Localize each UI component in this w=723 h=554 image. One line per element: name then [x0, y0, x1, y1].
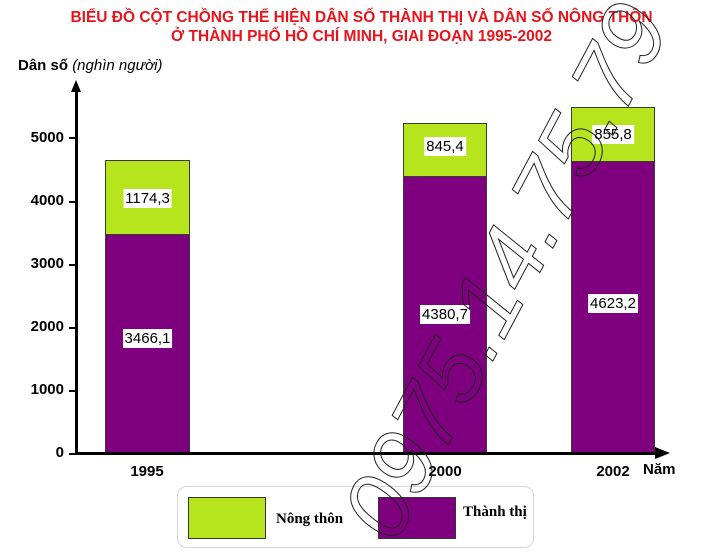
y-axis-label-main: Dân số	[18, 57, 69, 74]
bar-2002: 855,8 4623,2	[571, 107, 655, 453]
x-axis	[75, 452, 655, 455]
bar-segment-thanh-thi-2000: 4380,7	[403, 176, 487, 453]
y-tick-5000: 5000	[30, 129, 64, 146]
x-tick-2002: 2002	[596, 463, 630, 480]
y-tickmark	[69, 264, 76, 266]
legend-label-nong-thon: Nông thôn	[276, 511, 344, 527]
data-label: 1174,3	[123, 189, 172, 208]
y-tickmark	[69, 137, 76, 139]
legend-swatch-thanh-thi	[378, 497, 456, 539]
bar-segment-nong-thon-2002: 855,8	[571, 107, 655, 162]
chart-title-line-2: Ở THÀNH PHỐ HỒ CHÍ MINH, GIAI ĐOẠN 1995-…	[171, 28, 552, 45]
y-axis	[75, 88, 78, 455]
y-tick-0: 0	[55, 444, 64, 461]
y-tickmark	[69, 327, 76, 329]
y-tick-3000: 3000	[30, 255, 64, 272]
y-axis-arrow-icon	[71, 80, 81, 92]
data-label: 4623,2	[588, 294, 638, 313]
y-tick-4000: 4000	[30, 192, 64, 209]
data-label: 845,4	[424, 137, 466, 156]
legend-swatch-nong-thon	[188, 497, 266, 539]
x-axis-arrow-icon	[655, 447, 670, 459]
y-tickmark	[69, 201, 76, 203]
legend-label-thanh-thi: Thành thị	[463, 504, 527, 520]
x-axis-label: Năm	[643, 461, 676, 478]
chart-title-line-1: BIỂU ĐỒ CỘT CHỒNG THỂ HIỆN DÂN SỐ THÀNH …	[70, 9, 653, 26]
bar-segment-nong-thon-2000: 845,4	[403, 123, 487, 177]
bar-segment-nong-thon-1995: 1174,3	[105, 160, 190, 235]
y-axis-label: Dân số (nghìn người)	[18, 57, 162, 74]
y-tick-2000: 2000	[30, 318, 64, 335]
bar-2000: 845,4 4380,7	[403, 123, 487, 453]
y-axis-label-unit: (nghìn người)	[72, 57, 163, 74]
y-tickmark	[69, 390, 76, 392]
x-tick-1995: 1995	[130, 463, 164, 480]
data-label: 4380,7	[420, 305, 470, 324]
data-label: 3466,1	[122, 329, 173, 348]
bar-segment-thanh-thi-1995: 3466,1	[105, 234, 190, 453]
y-tickmark	[69, 453, 76, 455]
bar-segment-thanh-thi-2002: 4623,2	[571, 161, 655, 453]
legend: Nông thôn Thành thị	[177, 486, 534, 548]
y-tick-1000: 1000	[30, 381, 64, 398]
x-tick-2000: 2000	[428, 463, 462, 480]
bar-1995: 1174,3 3466,1	[105, 160, 190, 453]
data-label: 855,8	[592, 125, 634, 144]
